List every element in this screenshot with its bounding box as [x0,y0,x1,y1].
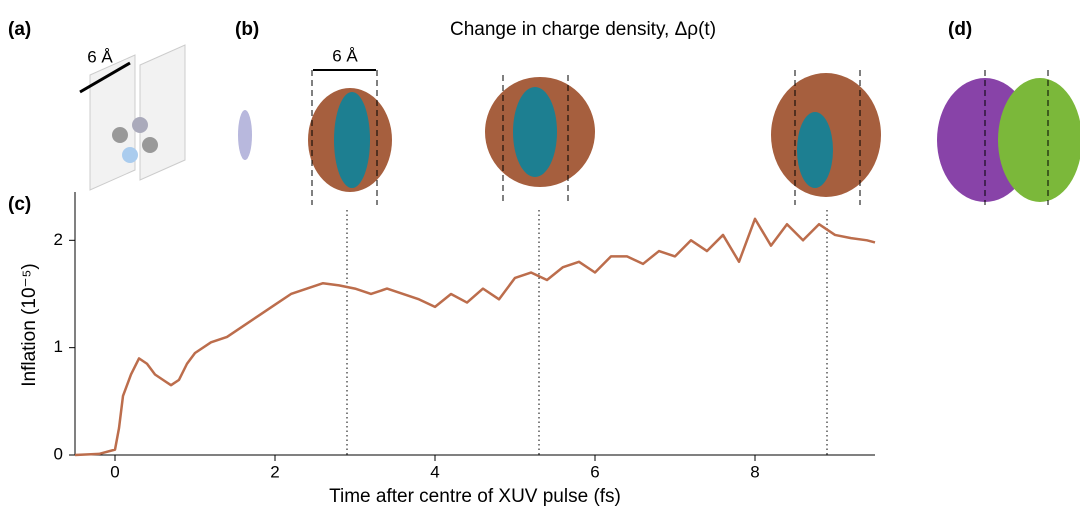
x-tick-label: 2 [270,462,279,481]
x-tick-label: 8 [750,462,759,481]
panel-label: (a) [8,19,31,40]
chart-title: Change in charge density, Δρ(t) [450,19,716,40]
x-axis-label: Time after centre of XUV pulse (fs) [329,486,621,507]
panel-b-images [238,69,881,205]
y-tick-label: 2 [54,230,63,249]
x-tick-label: 4 [430,462,439,481]
x-tick-label: 6 [590,462,599,481]
y-axis-label: Inflation (10⁻⁵) [19,263,40,387]
x-tick-label: 0 [110,462,119,481]
panel-a-image [79,44,186,191]
panel-label: (b) [235,19,259,40]
panel-label: (c) [8,194,31,215]
y-tick-label: 1 [54,337,63,356]
y-tick-label: 0 [54,444,63,463]
panel-label: (d) [948,19,972,40]
panel-d-image [937,70,1080,205]
data-line [74,217,876,457]
scale-label: 6 Å [332,46,358,65]
scale-label: 6 Å [87,47,113,66]
